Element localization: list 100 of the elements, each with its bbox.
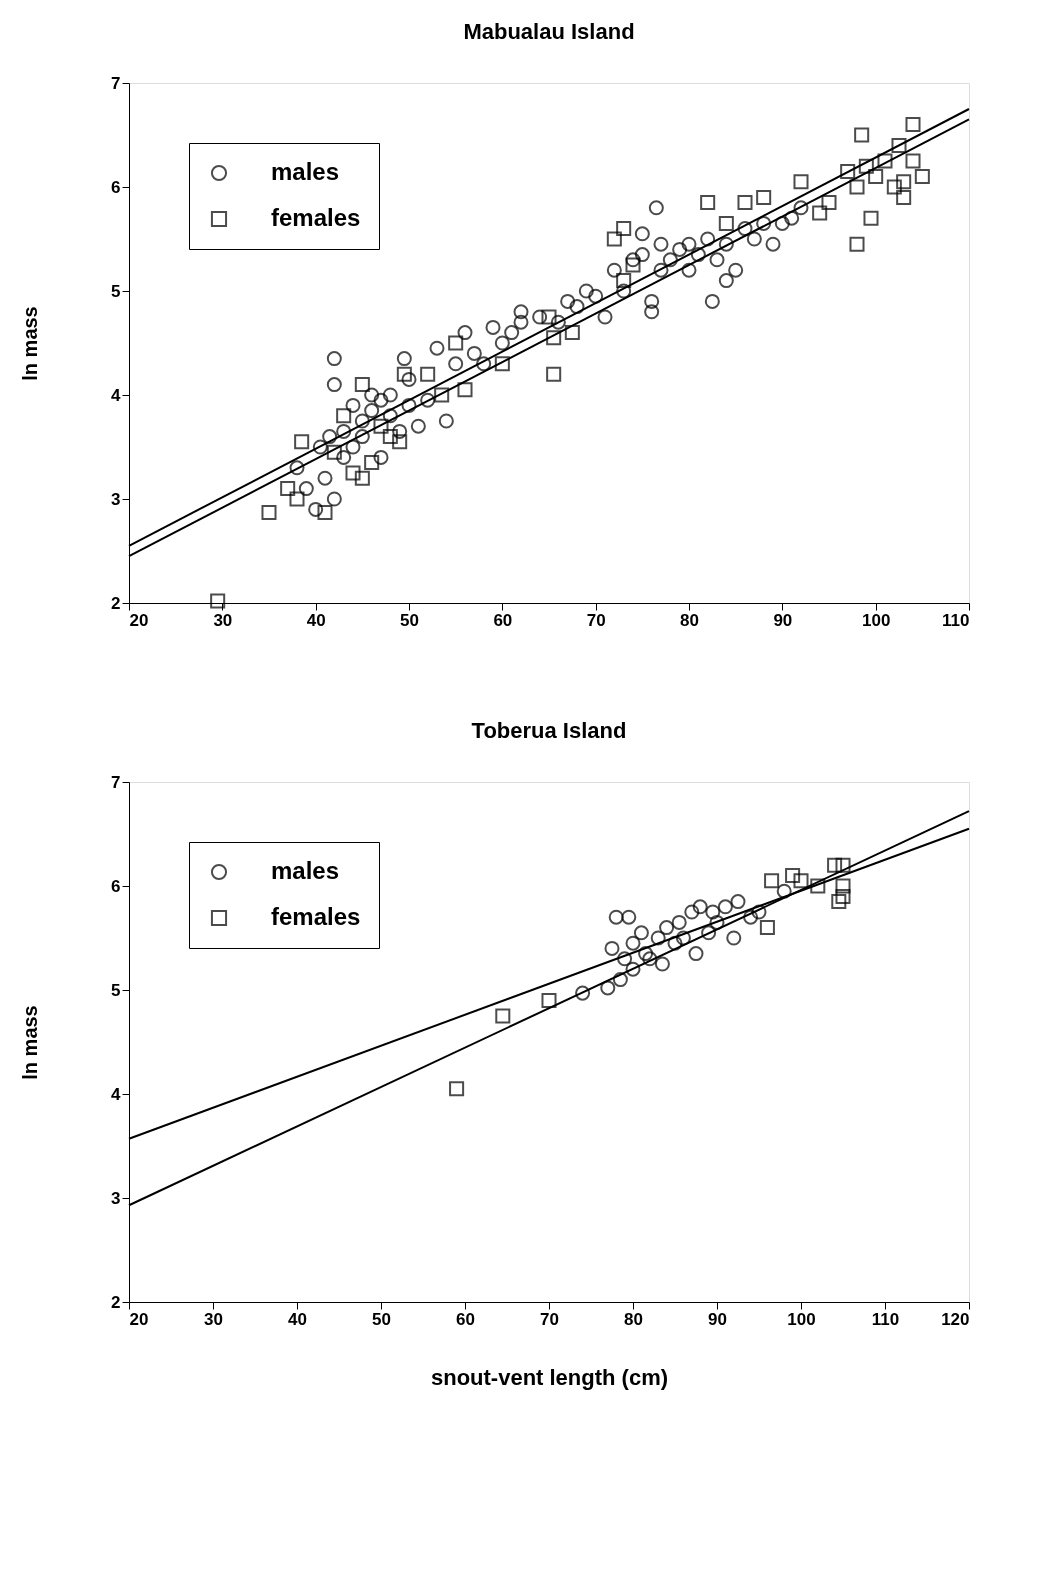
point	[905, 117, 921, 133]
point	[709, 914, 725, 930]
y-tick-label: 3	[111, 489, 121, 509]
point	[396, 366, 412, 382]
point	[886, 179, 902, 195]
chart-title: Toberua Island	[471, 718, 627, 743]
legend-label: females	[271, 204, 361, 231]
point	[743, 909, 759, 925]
x-tick-label: 90	[773, 610, 793, 630]
point	[600, 980, 616, 996]
point	[759, 920, 775, 936]
x-tick-label: 30	[213, 610, 233, 630]
point	[457, 382, 473, 398]
x-tick-label: 50	[372, 1309, 391, 1329]
point	[210, 593, 226, 609]
x-tick-label: 60	[456, 1309, 475, 1329]
point	[877, 153, 893, 169]
y-tick-label: 3	[111, 1188, 121, 1208]
x-tick-label: 70	[540, 1309, 559, 1329]
point	[289, 491, 305, 507]
point	[345, 465, 361, 481]
point	[638, 946, 654, 962]
x-tick-label: 40	[306, 610, 326, 630]
chart-title: Mabualau Island	[463, 19, 635, 44]
point	[294, 434, 310, 450]
point	[793, 174, 809, 190]
point	[849, 236, 865, 252]
point	[831, 894, 847, 910]
point	[633, 925, 649, 941]
x-tick-label: 50	[400, 610, 419, 630]
point	[827, 857, 843, 873]
point	[495, 1008, 511, 1024]
point	[434, 387, 450, 403]
point	[354, 470, 370, 486]
x-tick-label: 30	[204, 1309, 223, 1329]
point	[654, 956, 670, 972]
point	[261, 505, 277, 521]
point	[821, 195, 837, 211]
point	[336, 408, 352, 424]
point	[650, 930, 666, 946]
point	[373, 418, 389, 434]
point	[449, 1081, 465, 1097]
point	[564, 325, 580, 341]
point	[891, 137, 907, 153]
y-tick-label: 4	[111, 1084, 122, 1104]
y-axis-title: ln mass	[19, 306, 42, 381]
point	[392, 434, 408, 450]
y-tick-label: 5	[111, 281, 121, 301]
x-tick-label: 60	[493, 610, 513, 630]
point	[914, 169, 930, 185]
point	[810, 878, 826, 894]
point	[659, 920, 675, 936]
x-tick-label: 110	[942, 610, 970, 630]
point	[835, 888, 851, 904]
point	[692, 899, 708, 915]
x-tick-label: 40	[288, 1309, 307, 1329]
point	[776, 883, 792, 899]
point	[625, 961, 641, 977]
point	[364, 455, 380, 471]
point	[730, 894, 746, 910]
point	[863, 210, 879, 226]
point	[541, 992, 557, 1008]
point	[896, 174, 912, 190]
legend-label: females	[271, 903, 361, 930]
y-tick-label: 4	[111, 385, 122, 405]
point	[675, 930, 691, 946]
point	[751, 904, 767, 920]
point	[604, 940, 620, 956]
x-tick-label: 110	[871, 1309, 900, 1329]
point	[785, 868, 801, 884]
x-tick-label: 100	[861, 610, 891, 630]
point	[737, 195, 753, 211]
y-tick-label: 7	[111, 772, 121, 792]
point	[705, 904, 721, 920]
x-tick-label: 20	[129, 610, 149, 630]
x-tick-label: 80	[680, 610, 699, 630]
point	[608, 909, 624, 925]
point	[896, 189, 912, 205]
point	[688, 946, 704, 962]
point	[612, 972, 628, 988]
x-tick-label: 70	[586, 610, 606, 630]
point	[617, 951, 633, 967]
point	[667, 935, 683, 951]
x-tick-label: 120	[941, 1309, 970, 1329]
point	[448, 335, 464, 351]
point	[812, 205, 828, 221]
x-axis-title: snout-vent length (cm)	[430, 1364, 669, 1390]
legend-label: males	[271, 158, 340, 185]
y-tick-label: 6	[111, 177, 121, 197]
y-tick-label: 2	[111, 1292, 121, 1312]
point	[642, 951, 658, 967]
y-tick-label: 6	[111, 876, 121, 896]
point	[701, 925, 717, 941]
y-tick-label: 5	[111, 980, 121, 1000]
point	[700, 195, 716, 211]
point	[793, 873, 809, 889]
y-axis-title: ln mass	[19, 1005, 42, 1080]
point	[606, 231, 622, 247]
point	[625, 935, 641, 951]
point	[840, 163, 856, 179]
